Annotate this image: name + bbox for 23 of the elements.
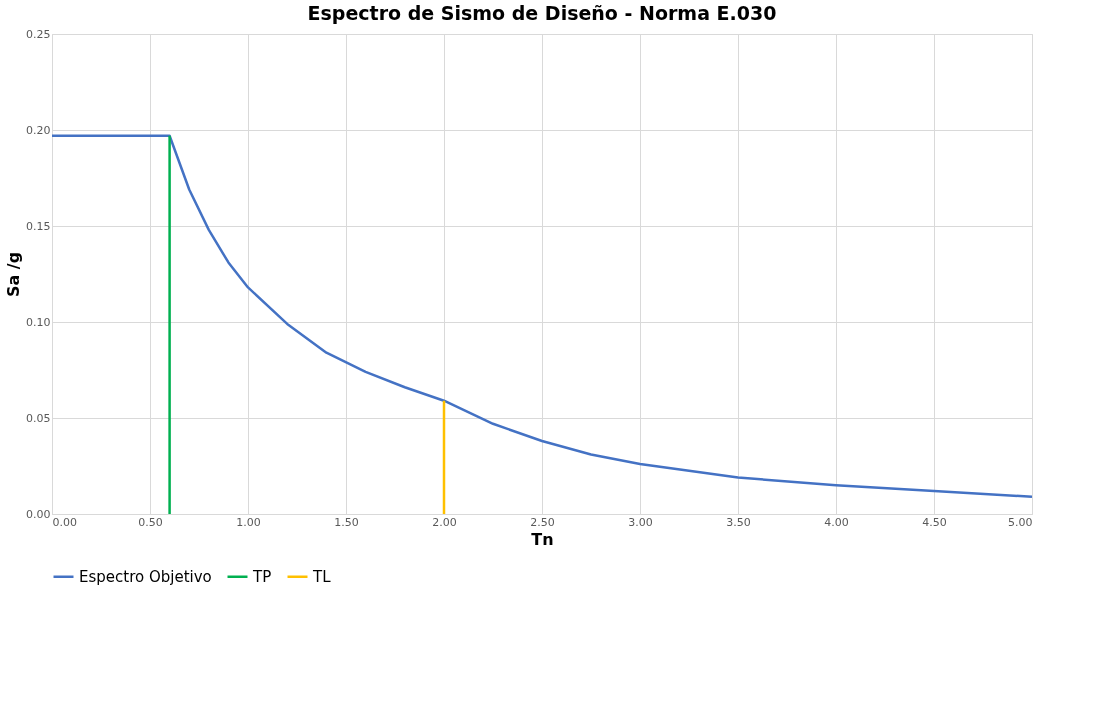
legend-label: Espectro Objetivo — [79, 567, 212, 586]
legend-label: TP — [252, 567, 272, 586]
y-tick-label: 0.15 — [26, 219, 51, 233]
y-tick-label: 0.10 — [26, 315, 51, 329]
x-tick-label: 3.50 — [726, 515, 751, 529]
x-tick-label: 4.50 — [922, 515, 947, 529]
x-tick-label: 2.50 — [530, 515, 555, 529]
y-tick-label: 0.05 — [26, 411, 51, 425]
x-tick-label: 0.50 — [138, 515, 163, 529]
x-tick-label: 0.00 — [52, 515, 77, 529]
x-axis-title: Tn — [531, 529, 554, 549]
x-tick-label: 2.00 — [432, 515, 457, 529]
line-series — [50, 134, 1034, 498]
x-tick-label: 4.00 — [824, 515, 849, 529]
x-tick-label: 1.00 — [236, 515, 261, 529]
y-tick-label: 0.25 — [26, 27, 51, 41]
x-tick-label: 1.50 — [334, 515, 359, 529]
x-tick-label: 3.00 — [628, 515, 653, 529]
x-tick-label: 5.00 — [1008, 515, 1033, 529]
y-axis-title: Sa /g — [4, 251, 24, 298]
legend-label: TL — [312, 567, 332, 586]
y-tick-label: 0.20 — [26, 123, 51, 137]
chart-title: Espectro de Sismo de Diseño - Norma E.030 — [307, 2, 777, 24]
